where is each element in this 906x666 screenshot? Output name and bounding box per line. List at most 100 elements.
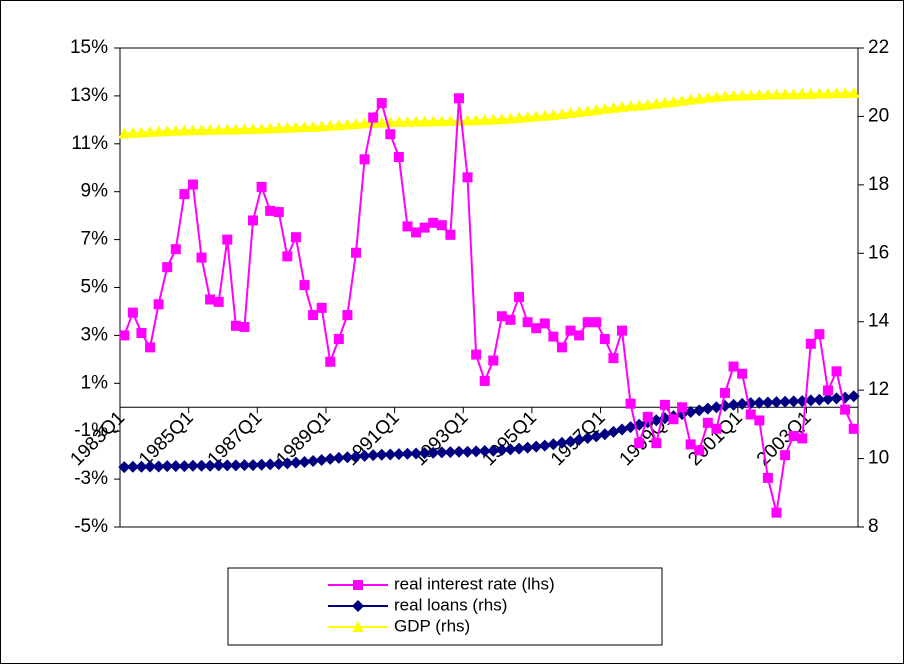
point [401, 115, 414, 127]
point [814, 329, 825, 340]
point [693, 92, 706, 104]
point [358, 449, 371, 462]
point [581, 104, 594, 116]
point [247, 123, 260, 135]
point [821, 87, 834, 99]
y2-tick-label: 8 [868, 516, 879, 537]
point [495, 113, 508, 125]
point [555, 436, 568, 449]
point [479, 375, 490, 386]
point [478, 113, 491, 125]
point [564, 107, 577, 119]
point [685, 439, 696, 450]
point [762, 472, 773, 483]
point [315, 453, 328, 466]
point [136, 328, 147, 339]
point [256, 181, 267, 192]
point [590, 103, 603, 115]
point [514, 292, 525, 303]
point [178, 124, 191, 136]
point [805, 338, 816, 349]
point [265, 205, 276, 216]
point [573, 105, 586, 117]
point [753, 396, 766, 409]
point [797, 433, 808, 444]
point [538, 109, 551, 121]
point [375, 448, 388, 461]
point [702, 417, 713, 428]
point [565, 325, 576, 336]
point [822, 385, 833, 396]
point [830, 392, 843, 405]
legend-marker [352, 621, 364, 632]
point [496, 311, 507, 322]
point [152, 460, 165, 473]
point [813, 393, 826, 406]
point [368, 112, 379, 123]
point [607, 425, 620, 438]
point [650, 414, 663, 427]
point [222, 234, 233, 245]
y-tick-label: -3% [74, 468, 108, 489]
point [325, 356, 336, 367]
point [556, 342, 567, 353]
point [333, 333, 344, 344]
point [736, 89, 749, 101]
point [144, 125, 157, 137]
point [169, 124, 182, 136]
point [539, 318, 550, 329]
y2-tick-label: 20 [868, 105, 889, 126]
point [205, 294, 216, 305]
point [718, 90, 731, 102]
y-tick-label: 13% [70, 85, 108, 106]
point [504, 112, 517, 124]
point [359, 154, 370, 165]
legend-box [227, 567, 663, 646]
point [598, 428, 611, 441]
point [324, 452, 337, 465]
point [538, 439, 551, 452]
point [787, 88, 800, 100]
point [161, 460, 174, 473]
point [316, 302, 327, 313]
point [410, 447, 423, 460]
y2-tick-label: 16 [868, 242, 889, 263]
point [307, 120, 320, 132]
legend-label: GDP (rhs) [394, 616, 470, 635]
point [711, 423, 722, 434]
point [676, 94, 689, 106]
point [272, 458, 285, 471]
point [204, 123, 217, 135]
point [461, 114, 474, 126]
point [701, 91, 714, 103]
point [728, 361, 739, 372]
point [840, 404, 851, 415]
point [255, 458, 268, 471]
point [418, 115, 431, 127]
point [281, 457, 294, 470]
point [272, 122, 285, 134]
point [385, 129, 396, 140]
point [513, 111, 526, 123]
point [779, 88, 792, 100]
legend-marker [352, 600, 364, 612]
point [821, 393, 834, 406]
point [375, 116, 388, 128]
point [281, 121, 294, 133]
point [324, 119, 337, 131]
point [659, 399, 670, 410]
point [693, 404, 706, 417]
point [118, 127, 131, 139]
point [574, 330, 585, 341]
point [744, 89, 757, 101]
point [255, 122, 268, 134]
point [719, 387, 730, 398]
point [780, 450, 791, 461]
point [127, 307, 138, 318]
point [727, 89, 740, 101]
point [212, 123, 225, 135]
point [384, 448, 397, 461]
point [153, 299, 164, 310]
point [126, 126, 139, 138]
